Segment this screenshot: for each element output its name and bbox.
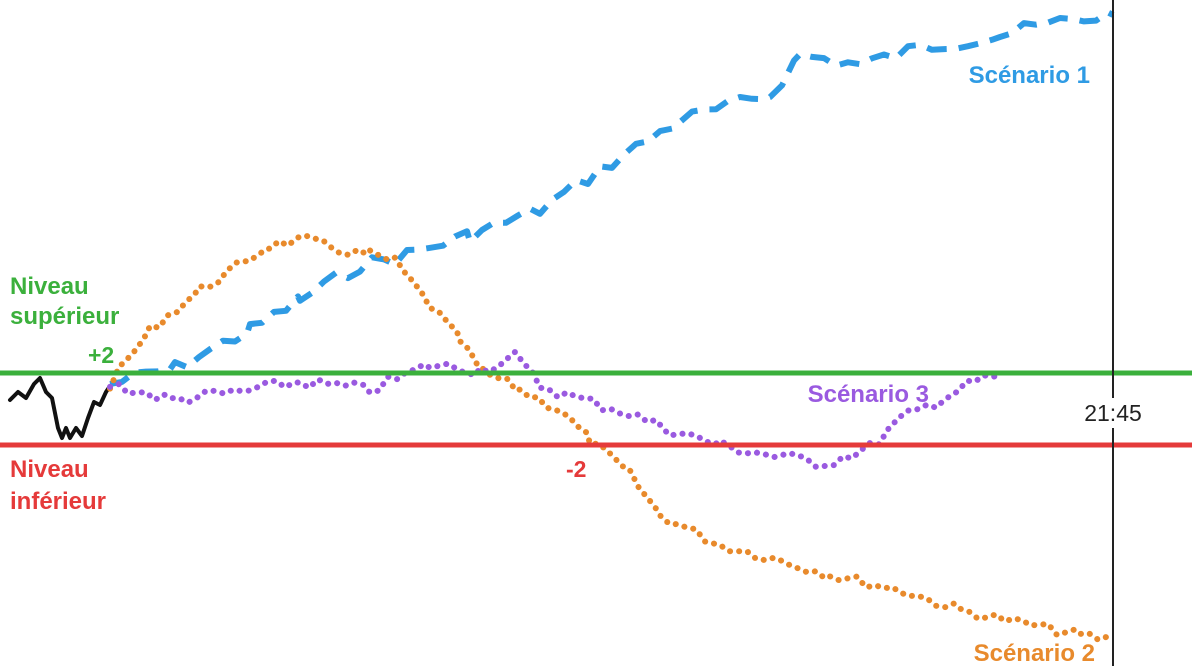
lower-level-title-line1: Niveau xyxy=(10,456,89,483)
scenario-paths xyxy=(8,9,1115,643)
upper-level-title-line2: supérieur xyxy=(10,303,119,330)
scenario-1-path xyxy=(109,9,1115,387)
lower-level-delta: -2 xyxy=(566,456,586,482)
scenario-1-label: Scénario 1 xyxy=(969,62,1090,89)
upper-level-title-line1: Niveau xyxy=(10,273,89,300)
lower-level-title-line2: inférieur xyxy=(10,488,106,515)
scenario-3-path xyxy=(107,349,1003,470)
scenario-2-path xyxy=(107,232,1113,643)
price-history-line xyxy=(8,376,112,440)
expiry-time-label: 21:45 xyxy=(1084,400,1142,426)
scenario-2-label: Scénario 2 xyxy=(974,640,1095,666)
upper-level-delta: +2 xyxy=(88,342,114,368)
expiry-time-label-bg xyxy=(1072,398,1156,428)
scenario-3-label: Scénario 3 xyxy=(808,381,929,408)
